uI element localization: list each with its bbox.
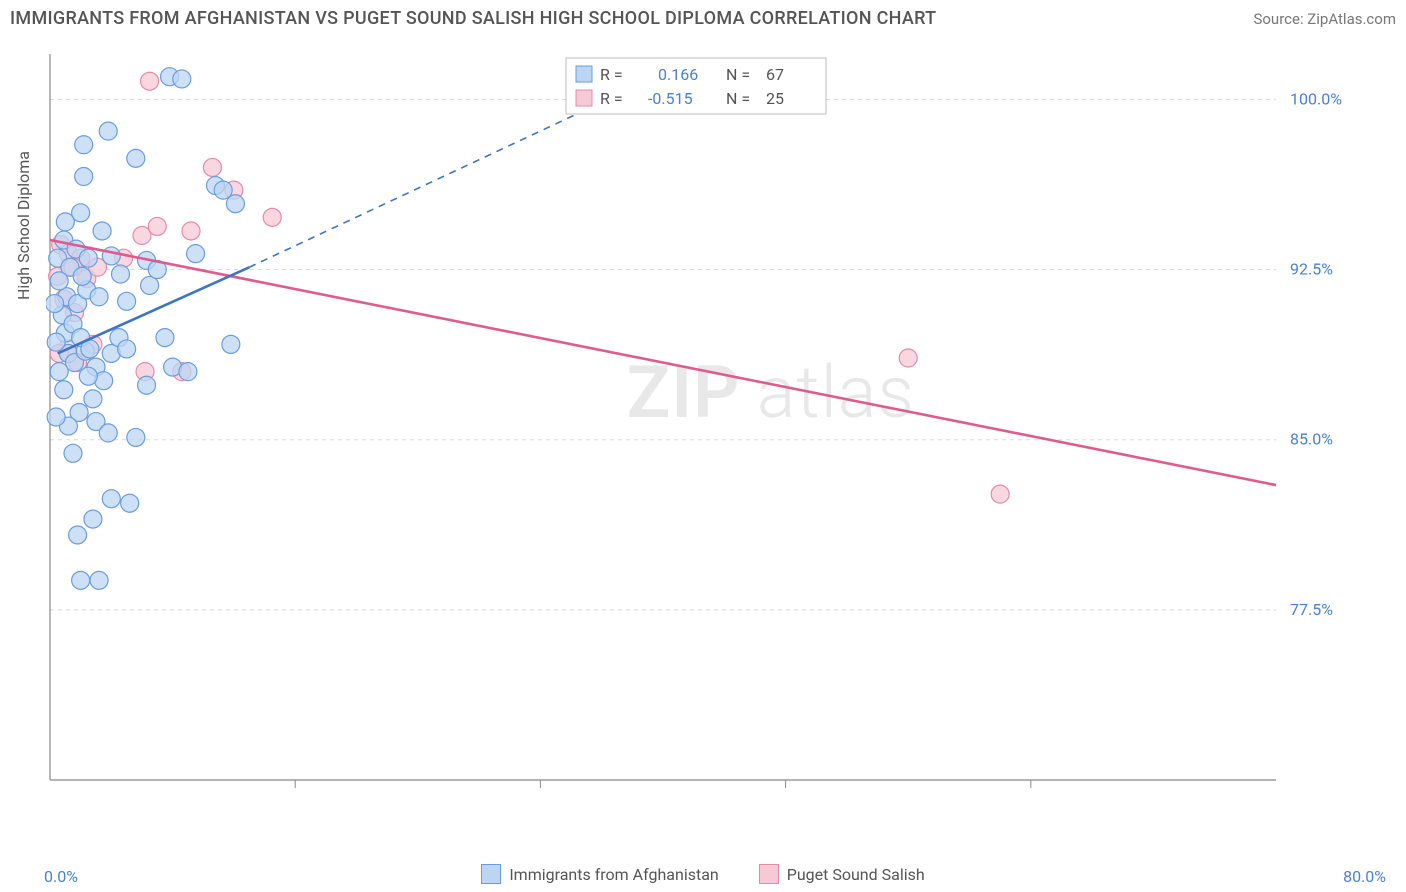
scatter-point-b — [263, 208, 281, 226]
scatter-point-a — [173, 70, 191, 88]
svg-text:N =: N = — [726, 89, 750, 108]
bottom-legend: Immigrants from Afghanistan Puget Sound … — [0, 864, 1406, 884]
scatter-point-a — [226, 195, 244, 213]
trend-line-b — [50, 240, 1276, 485]
scatter-point-a — [46, 295, 64, 313]
svg-text:N =: N = — [726, 65, 750, 84]
source-label: Source: ZipAtlas.com — [1253, 10, 1396, 28]
stat-r-a: 0.166 — [658, 65, 698, 84]
scatter-point-a — [55, 381, 73, 399]
stat-n-b: 25 — [766, 89, 784, 108]
scatter-point-a — [156, 329, 174, 347]
scatter-point-a — [79, 249, 97, 267]
scatter-point-b — [141, 72, 159, 90]
legend-label-a: Immigrants from Afghanistan — [509, 865, 718, 884]
scatter-point-a — [64, 444, 82, 462]
scatter-point-a — [121, 494, 139, 512]
scatter-point-a — [179, 363, 197, 381]
scatter-point-b — [148, 217, 166, 235]
scatter-point-a — [75, 136, 93, 154]
watermark-bold: ZIP — [627, 350, 740, 435]
chart-title: IMMIGRANTS FROM AFGHANISTAN VS PUGET SOU… — [10, 8, 936, 29]
trend-line-a-dashed — [249, 88, 632, 267]
scatter-point-a — [50, 272, 68, 290]
scatter-point-a — [84, 390, 102, 408]
scatter-point-a — [99, 122, 117, 140]
scatter-point-a — [118, 340, 136, 358]
scatter-point-a — [141, 276, 159, 294]
scatter-point-a — [127, 428, 145, 446]
y-axis-label: High School Diploma — [14, 151, 33, 300]
scatter-point-b — [899, 349, 917, 367]
scatter-point-a — [47, 408, 65, 426]
scatter-point-a — [102, 247, 120, 265]
legend-item-b: Puget Sound Salish — [759, 864, 925, 884]
y-tick-label: 92.5% — [1290, 260, 1333, 279]
plot-area: 77.5% 85.0% 92.5% 100.0% ZIPatlas R = 0.166 N =… — [46, 50, 1366, 820]
scatter-point-a — [47, 333, 65, 351]
scatter-point-a — [111, 265, 129, 283]
scatter-point-a — [127, 149, 145, 167]
chart-header: IMMIGRANTS FROM AFGHANISTAN VS PUGET SOU… — [10, 8, 1396, 29]
watermark-light: atlas — [757, 350, 915, 435]
scatter-point-a — [75, 168, 93, 186]
scatter-point-a — [90, 288, 108, 306]
legend-item-a: Immigrants from Afghanistan — [481, 864, 718, 884]
scatter-point-a — [69, 526, 87, 544]
y-tick-label: 77.5% — [1290, 600, 1333, 619]
chart-container: IMMIGRANTS FROM AFGHANISTAN VS PUGET SOU… — [0, 0, 1406, 892]
scatter-point-a — [99, 424, 117, 442]
stats-box: R = 0.166 N = 67 R = -0.515 N = 25 — [566, 58, 826, 114]
scatter-point-a — [73, 267, 91, 285]
scatter-point-a — [50, 363, 68, 381]
plot-svg: 77.5% 85.0% 92.5% 100.0% ZIPatlas R = 0.166 N =… — [46, 50, 1366, 820]
scatter-point-a — [93, 222, 111, 240]
scatter-point-b — [991, 485, 1009, 503]
stat-n-a: 67 — [766, 65, 784, 84]
scatter-point-a — [102, 490, 120, 508]
scatter-point-a — [72, 204, 90, 222]
scatter-point-a — [84, 510, 102, 528]
scatter-point-a — [79, 367, 97, 385]
scatter-point-a — [90, 571, 108, 589]
scatter-point-a — [118, 292, 136, 310]
y-tick-label: 85.0% — [1290, 430, 1333, 449]
scatter-point-a — [187, 245, 205, 263]
legend-label-b: Puget Sound Salish — [787, 865, 925, 884]
scatter-point-b — [182, 222, 200, 240]
scatter-point-b — [203, 158, 221, 176]
svg-text:R =: R = — [600, 65, 623, 84]
scatter-point-a — [222, 335, 240, 353]
legend-swatch-a — [481, 864, 501, 884]
y-tick-label: 100.0% — [1290, 89, 1342, 108]
scatter-point-a — [138, 376, 156, 394]
legend-swatch-b — [759, 864, 779, 884]
scatter-point-a — [72, 571, 90, 589]
svg-text:R =: R = — [600, 89, 623, 108]
stat-r-b: -0.515 — [648, 89, 693, 108]
